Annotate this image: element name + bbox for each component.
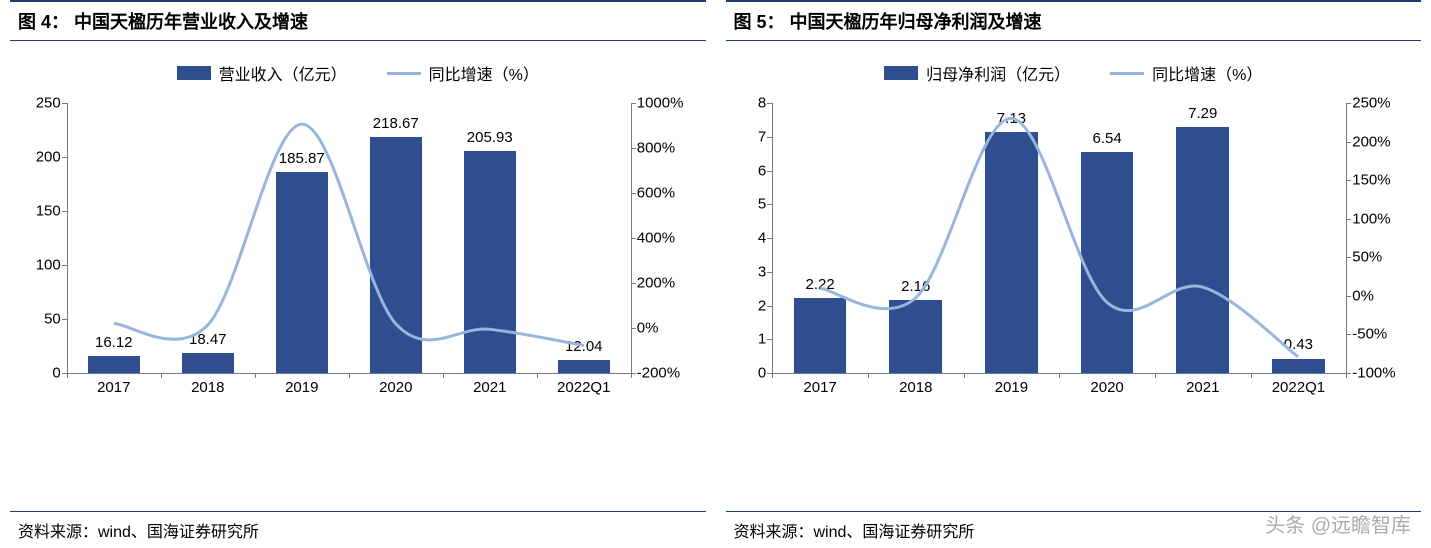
legend-label-line: 同比增速（%） <box>429 61 539 85</box>
legend-swatch-line-icon <box>387 72 421 75</box>
legend-item-line: 同比增速（%） <box>1110 61 1262 85</box>
xaxis-category-label: 2017 <box>97 373 130 396</box>
title-prefix: 图 4： <box>18 12 69 32</box>
legend-item-line: 同比增速（%） <box>387 61 539 85</box>
xaxis-tick-mark <box>537 373 538 378</box>
growth-line <box>820 118 1298 356</box>
yaxis-right-tick: 1000% <box>631 95 684 112</box>
xaxis-tick-mark <box>631 373 632 378</box>
tick-mark <box>1346 219 1351 220</box>
xaxis-tick-mark <box>772 373 773 378</box>
plot-inner: 012345678-100%-50%0%50%100%150%200%250%2… <box>772 103 1346 373</box>
xaxis-tick-mark <box>1346 373 1347 378</box>
xaxis-category-label: 2020 <box>379 373 412 396</box>
panel-right: 图 5： 中国天楹历年归母净利润及增速 归母净利润（亿元） 同比增速（%） 01… <box>716 0 1431 548</box>
yaxis-right-tick: 200% <box>631 275 675 292</box>
yaxis-right-tick: 100% <box>1346 210 1390 227</box>
xaxis-category-label: 2021 <box>473 373 506 396</box>
tick-mark <box>631 148 636 149</box>
title-text: 中国天楹历年营业收入及增速 <box>74 12 308 32</box>
tick-mark <box>1346 334 1351 335</box>
xaxis-tick-mark <box>964 373 965 378</box>
title-prefix: 图 5： <box>734 12 785 32</box>
yaxis-right-tick: 400% <box>631 230 675 247</box>
chart-area-left: 营业收入（亿元） 同比增速（%） 050100150200250-200%0%2… <box>10 41 706 511</box>
legend-label-bar: 营业收入（亿元） <box>219 61 347 85</box>
xaxis-tick-mark <box>349 373 350 378</box>
xaxis-tick-mark <box>1059 373 1060 378</box>
xaxis-tick-mark <box>67 373 68 378</box>
yaxis-right-tick: -100% <box>1346 365 1395 382</box>
tick-mark <box>631 328 636 329</box>
line-series <box>772 103 1346 373</box>
title-text: 中国天楹历年归母净利润及增速 <box>790 12 1042 32</box>
xaxis-category-label: 2019 <box>285 373 318 396</box>
yaxis-right-tick: 250% <box>1346 95 1390 112</box>
xaxis-category-label: 2018 <box>899 373 932 396</box>
watermark: 头条 @远瞻智库 <box>1265 509 1411 538</box>
legend-item-bar: 归母净利润（亿元） <box>884 61 1070 85</box>
xaxis-tick-mark <box>161 373 162 378</box>
yaxis-right-tick: 600% <box>631 185 675 202</box>
xaxis-tick-mark <box>1251 373 1252 378</box>
xaxis-category-label: 2017 <box>803 373 836 396</box>
plot-inner: 050100150200250-200%0%200%400%600%800%10… <box>67 103 631 373</box>
yaxis-right-tick: -200% <box>631 365 680 382</box>
tick-mark <box>1346 103 1351 104</box>
xaxis-category-label: 2021 <box>1186 373 1219 396</box>
xaxis-tick-mark <box>443 373 444 378</box>
source-left: 资料来源：wind、国海证券研究所 <box>10 511 706 548</box>
growth-line <box>114 124 584 345</box>
plot-wrap-left: 050100150200250-200%0%200%400%600%800%10… <box>13 93 703 413</box>
tick-mark <box>1346 142 1351 143</box>
xaxis-category-label: 2020 <box>1090 373 1123 396</box>
xaxis-tick-mark <box>1155 373 1156 378</box>
legend-label-bar: 归母净利润（亿元） <box>926 61 1070 85</box>
xaxis-category-label: 2019 <box>995 373 1028 396</box>
yaxis-right-tick: 800% <box>631 140 675 157</box>
tick-mark <box>631 193 636 194</box>
xaxis-tick-mark <box>255 373 256 378</box>
xaxis-category-label: 2022Q1 <box>1272 373 1325 396</box>
yaxis-right-tick: 50% <box>1346 249 1382 266</box>
tick-mark <box>631 283 636 284</box>
xaxis-tick-mark <box>868 373 869 378</box>
yaxis-right-tick: -50% <box>1346 326 1387 343</box>
yaxis-right-tick: 200% <box>1346 133 1390 150</box>
tick-mark <box>631 103 636 104</box>
legend-item-bar: 营业收入（亿元） <box>177 61 347 85</box>
legend-swatch-bar-icon <box>884 66 918 80</box>
line-series <box>67 103 631 373</box>
tick-mark <box>631 238 636 239</box>
legend-swatch-bar-icon <box>177 66 211 80</box>
yaxis-right-tick: 150% <box>1346 172 1390 189</box>
tick-mark <box>1346 257 1351 258</box>
legend-swatch-line-icon <box>1110 72 1144 75</box>
tick-mark <box>1346 296 1351 297</box>
panel-left: 图 4： 中国天楹历年营业收入及增速 营业收入（亿元） 同比增速（%） 0501… <box>0 0 716 548</box>
page: 图 4： 中国天楹历年营业收入及增速 营业收入（亿元） 同比增速（%） 0501… <box>0 0 1431 548</box>
tick-mark <box>1346 180 1351 181</box>
xaxis-category-label: 2018 <box>191 373 224 396</box>
legend-left: 营业收入（亿元） 同比增速（%） <box>10 61 706 85</box>
legend-right: 归母净利润（亿元） 同比增速（%） <box>726 61 1422 85</box>
chart-area-right: 归母净利润（亿元） 同比增速（%） 012345678-100%-50%0%50… <box>726 41 1422 511</box>
chart-title-right: 图 5： 中国天楹历年归母净利润及增速 <box>726 0 1422 41</box>
chart-title-left: 图 4： 中国天楹历年营业收入及增速 <box>10 0 706 41</box>
xaxis-category-label: 2022Q1 <box>557 373 610 396</box>
plot-wrap-right: 012345678-100%-50%0%50%100%150%200%250%2… <box>728 93 1418 413</box>
legend-label-line: 同比增速（%） <box>1152 61 1262 85</box>
